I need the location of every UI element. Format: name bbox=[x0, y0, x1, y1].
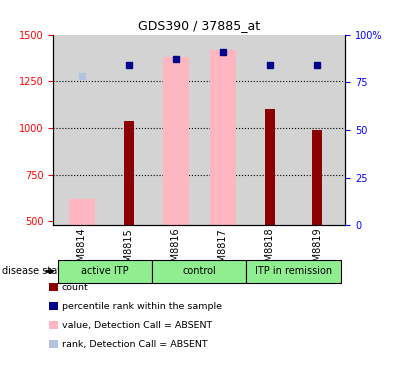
Text: percentile rank within the sample: percentile rank within the sample bbox=[62, 302, 222, 311]
Text: control: control bbox=[182, 266, 216, 276]
Text: ITP in remission: ITP in remission bbox=[255, 266, 332, 276]
Bar bbox=[69, 199, 95, 225]
Title: GDS390 / 37885_at: GDS390 / 37885_at bbox=[138, 19, 261, 32]
Bar bbox=[265, 109, 275, 225]
Bar bbox=[210, 50, 236, 225]
Bar bbox=[312, 130, 322, 225]
Text: active ITP: active ITP bbox=[81, 266, 129, 276]
Text: rank, Detection Call = ABSENT: rank, Detection Call = ABSENT bbox=[62, 340, 207, 349]
Text: disease state: disease state bbox=[2, 266, 67, 276]
Text: value, Detection Call = ABSENT: value, Detection Call = ABSENT bbox=[62, 321, 212, 330]
Bar bbox=[124, 121, 134, 225]
Bar bbox=[163, 57, 189, 225]
Text: count: count bbox=[62, 283, 88, 292]
